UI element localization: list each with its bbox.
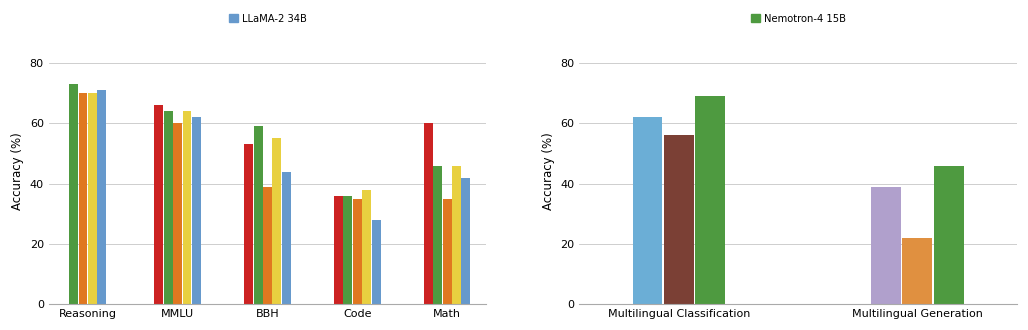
Legend: LLaMA-2 34B: LLaMA-2 34B [224,10,310,28]
Bar [424,123,433,304]
Y-axis label: Accuracy (%): Accuracy (%) [542,133,555,211]
Legend: Nemotron-4 15B: Nemotron-4 15B [746,10,849,28]
Y-axis label: Accuracy (%): Accuracy (%) [11,133,24,211]
Bar [334,196,343,304]
Bar [353,199,362,304]
Bar [154,105,163,304]
Bar [632,117,662,304]
Bar [173,123,182,304]
Bar [695,96,726,304]
Bar [871,187,901,304]
Bar [272,139,282,304]
Bar [69,84,78,304]
Bar [434,166,442,304]
Bar [462,178,471,304]
Bar [664,136,694,304]
Bar [933,166,963,304]
Bar [183,112,191,304]
Bar [78,93,87,304]
Bar [88,93,97,304]
Bar [245,145,253,304]
Bar [192,117,200,304]
Bar [371,220,380,304]
Bar [452,166,461,304]
Bar [362,190,371,304]
Bar [282,172,291,304]
Bar [343,196,353,304]
Bar [98,90,106,304]
Bar [163,112,173,304]
Bar [903,238,932,304]
Bar [263,187,271,304]
Bar [443,199,451,304]
Bar [254,126,262,304]
